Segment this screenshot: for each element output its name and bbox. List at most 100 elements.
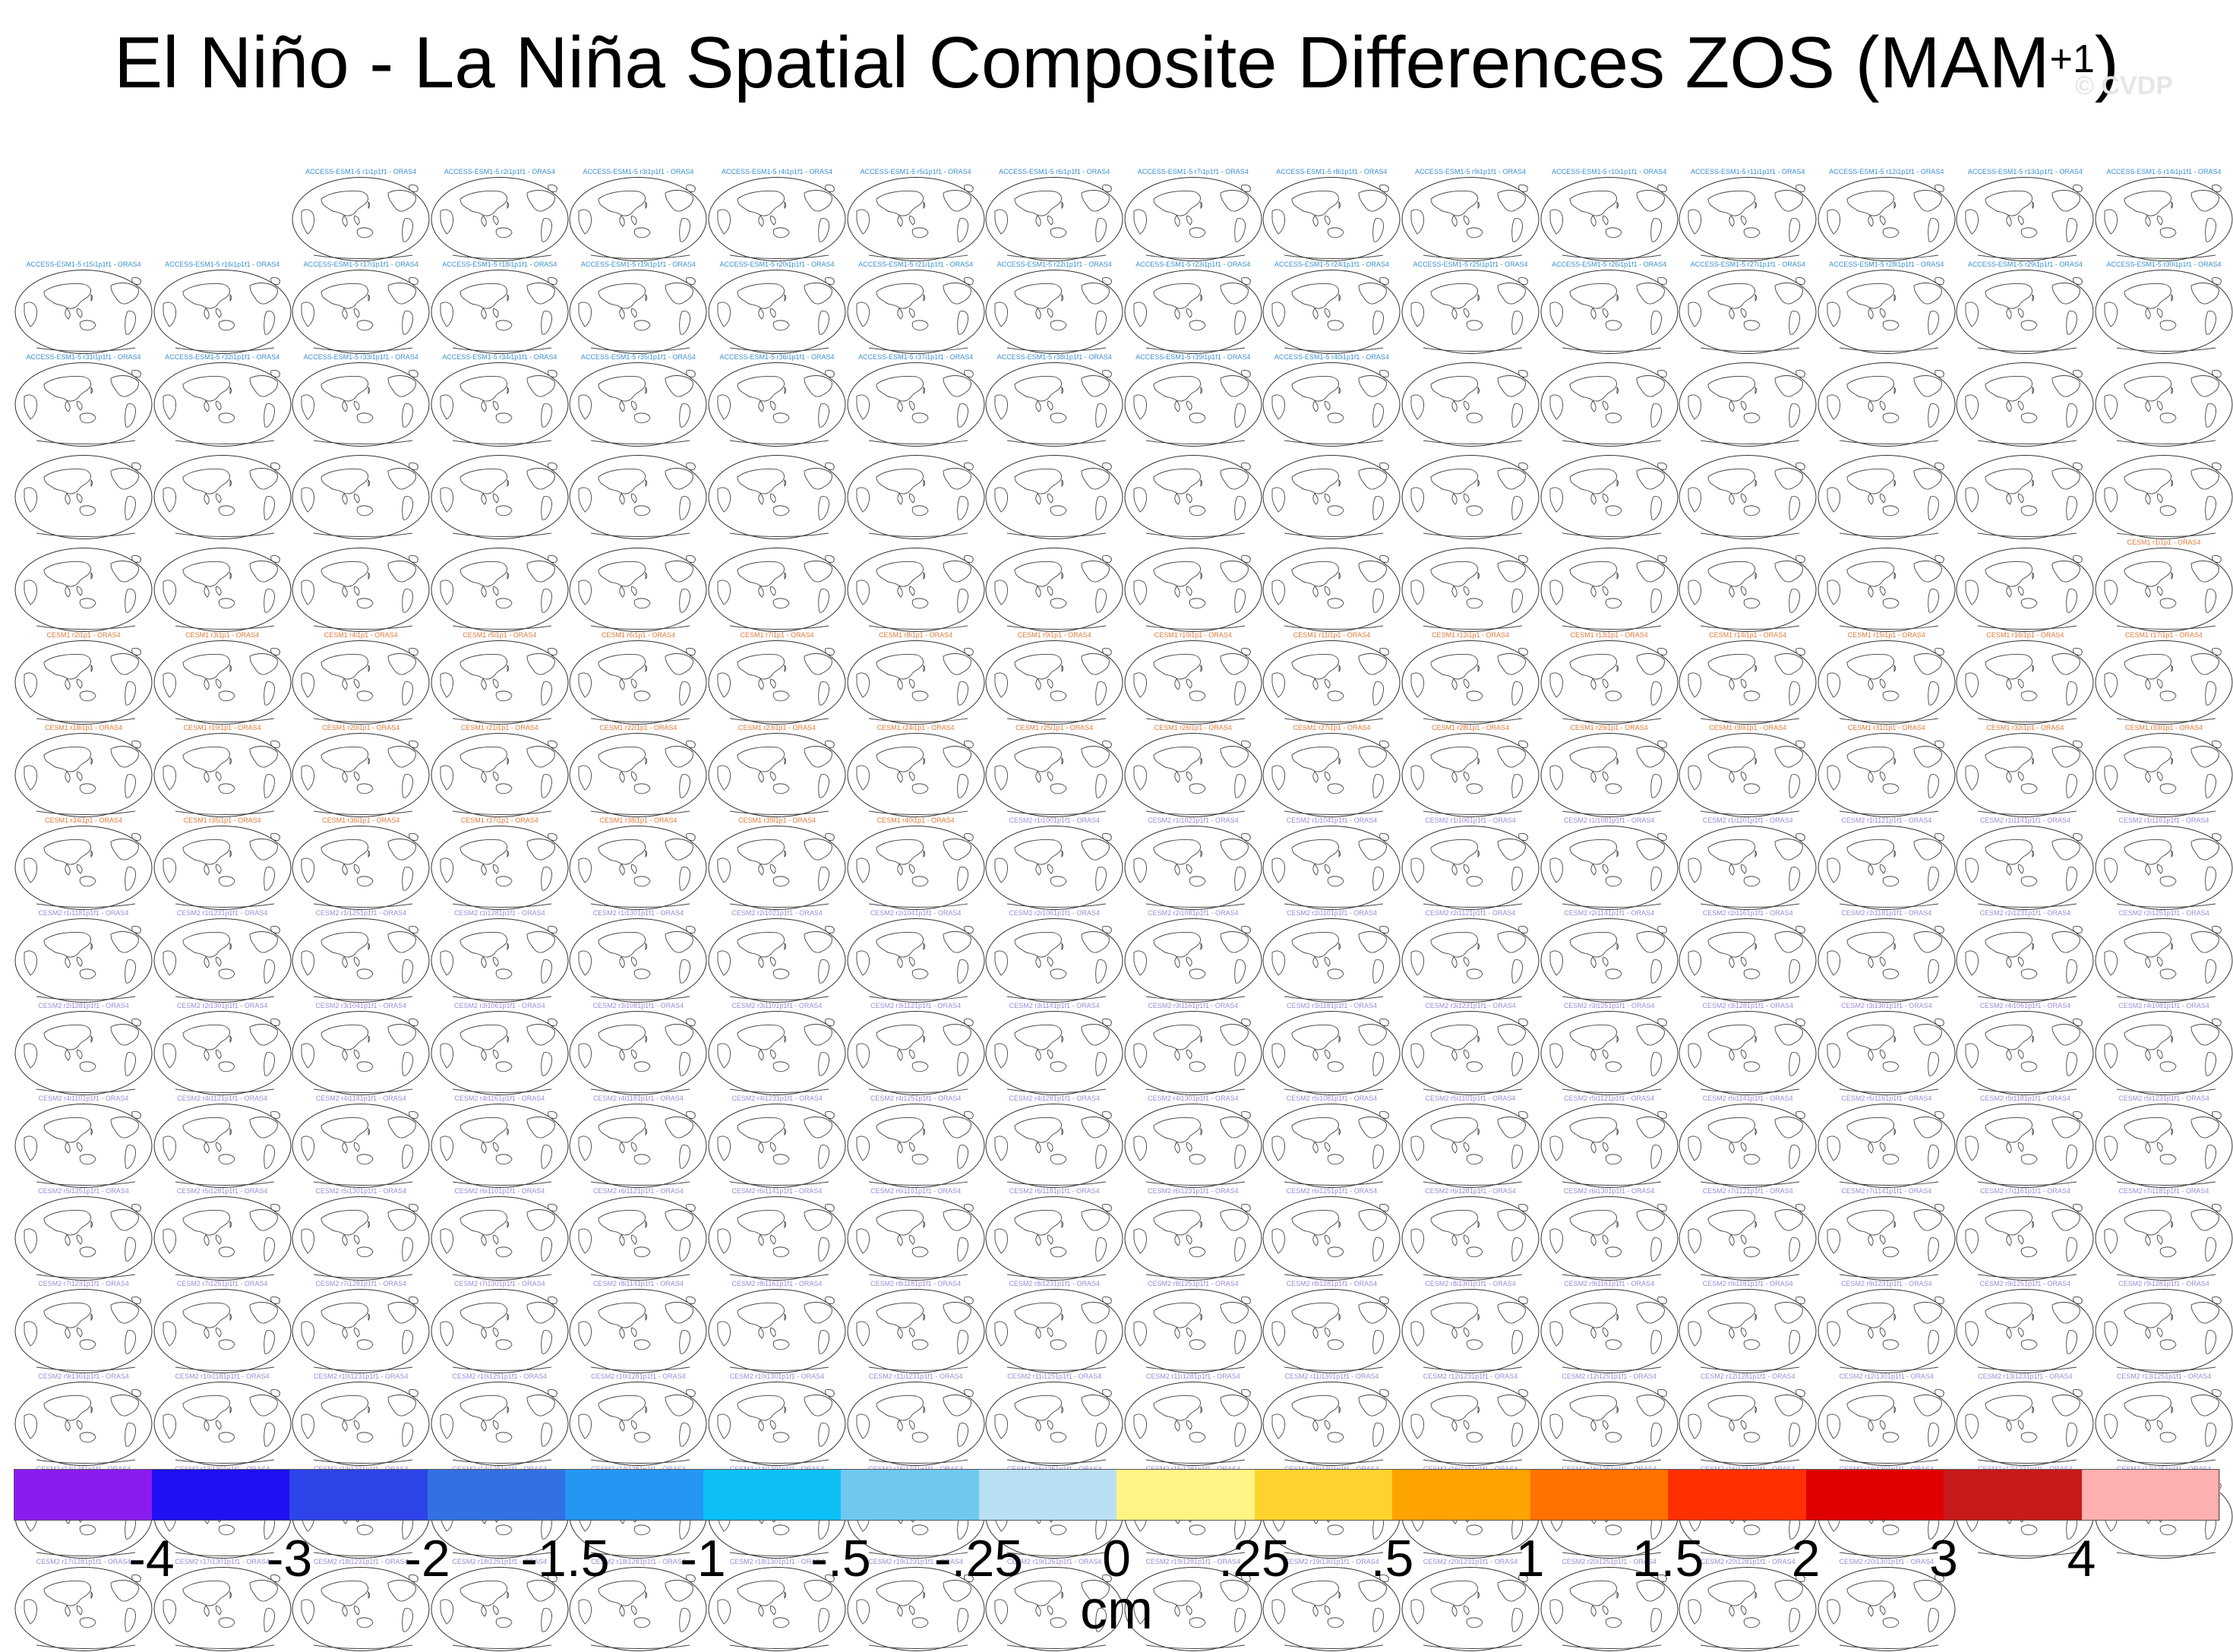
coastline [1754, 664, 1758, 673]
coastline [804, 1302, 832, 1324]
coastline [495, 1246, 513, 1258]
coastline [1189, 1061, 1206, 1072]
panel-title: CESM2 r7i1161p1f1 - ORAS4 [1979, 1187, 2070, 1195]
world-map [14, 918, 153, 1003]
coastline [163, 394, 176, 420]
coastline [876, 376, 924, 402]
coastline [1965, 302, 1979, 327]
coastline [1035, 678, 1041, 690]
map-panel: ACCESS-ESM1-5 r20i1p1f1 - ORAS4 [707, 260, 847, 355]
coastline [943, 653, 971, 675]
coastline [825, 370, 835, 377]
colorbar-tick-label: -1.5 [520, 1530, 610, 1587]
coastline [1430, 1303, 1479, 1328]
coastline [868, 1088, 968, 1093]
coastline [645, 942, 648, 951]
coastline [1562, 1552, 1661, 1556]
coastline [353, 1142, 360, 1152]
map-panel: CESM2 r1i1001p1f1 - ORAS4 [984, 816, 1124, 911]
coastline [131, 926, 141, 933]
panel-title: CESM2 r4i1251p1f1 - ORAS4 [870, 1094, 962, 1102]
coastline [353, 400, 360, 411]
coastline [495, 412, 513, 424]
coastline [1511, 959, 1523, 984]
coastline [270, 463, 280, 470]
coastline [76, 493, 83, 504]
coastline [2073, 1389, 2083, 1397]
coastline [963, 1019, 974, 1026]
world-map [153, 826, 292, 910]
world-map [14, 455, 153, 539]
coastline [1463, 493, 1470, 504]
coastline [1451, 308, 1458, 320]
coastline [1291, 191, 1340, 216]
coastline [1312, 1049, 1319, 1061]
coastline [1463, 956, 1470, 967]
coastline [1518, 1297, 1528, 1304]
coastline [896, 1049, 903, 1061]
map-panel: CESM1 r8i1p1 - ORAS4 [846, 630, 986, 725]
coastline [1562, 254, 1661, 259]
panel-title: CESM2 r3i1251p1f1 - ORAS4 [1563, 1002, 1655, 1009]
coastline [1882, 412, 1900, 424]
coastline [2124, 747, 2172, 772]
coastline [1657, 370, 1667, 377]
coastline [1774, 1302, 1804, 1324]
map-panel: CESM1 r30i1p1 - ORAS4 [1678, 723, 1818, 818]
map-boundary [1401, 362, 1540, 447]
coastline [1590, 1234, 1597, 1246]
coastline [956, 1423, 968, 1447]
map-boundary [1679, 918, 1817, 1003]
map-boundary [1679, 1104, 1817, 1188]
coastline [507, 1034, 509, 1044]
map-panel: CESM2 r3i1041p1f1 - ORAS4 [291, 1001, 431, 1096]
coastline [321, 747, 369, 772]
coastline [409, 926, 418, 933]
world-map [1956, 548, 2094, 632]
coastline [321, 561, 369, 587]
coastline [2156, 215, 2163, 226]
coastline [1234, 1237, 1246, 1262]
coastline [270, 1019, 280, 1026]
coastline [598, 283, 646, 309]
map-panel: CESM1 r37i1p1 - ORAS4 [430, 816, 570, 911]
coastline [1007, 903, 1107, 908]
coastline [856, 765, 870, 791]
coastline [1477, 386, 1480, 395]
coastline [24, 1228, 37, 1254]
coastline [1174, 1234, 1180, 1246]
coastline [1133, 302, 1147, 327]
coastline [1451, 1234, 1458, 1246]
coastline [495, 1154, 513, 1165]
coastline [203, 400, 210, 412]
coastline [1616, 1034, 1619, 1044]
coastline [1007, 625, 1107, 630]
panel-title: CESM2 r2i1061p1f1 - ORAS4 [1009, 909, 1100, 917]
coastline [1430, 561, 1479, 587]
coastline [65, 678, 71, 690]
colorbar-segment [1116, 1469, 1255, 1521]
world-map [431, 270, 569, 354]
map-panel: CESM2 r1i1301p1f1 - ORAS4 [568, 908, 708, 1003]
map-boundary [1124, 918, 1262, 1003]
coastline [1928, 1423, 1939, 1447]
colorbar [14, 1469, 2220, 1521]
world-map [1818, 548, 1956, 632]
coastline [963, 185, 974, 192]
coastline [1271, 672, 1286, 698]
coastline [737, 561, 785, 587]
panel-title: CESM1 r30i1p1 - ORAS4 [1709, 724, 1787, 731]
map-panel: CESM2 r7i1231p1f1 - ORAS4 [14, 1279, 153, 1374]
coastline [1846, 654, 1894, 680]
coastline [1466, 1246, 1483, 1258]
coastline [218, 968, 235, 980]
map-boundary [985, 1196, 1123, 1281]
coastline [387, 653, 417, 675]
map-boundary [708, 362, 846, 447]
coastline [729, 532, 829, 537]
coastline [1913, 1580, 1942, 1602]
coastline [36, 718, 136, 722]
coastline [908, 215, 915, 226]
coastline [125, 959, 136, 984]
map-panel: CESM2 r2i1161p1f1 - ORAS4 [1678, 908, 1818, 1003]
